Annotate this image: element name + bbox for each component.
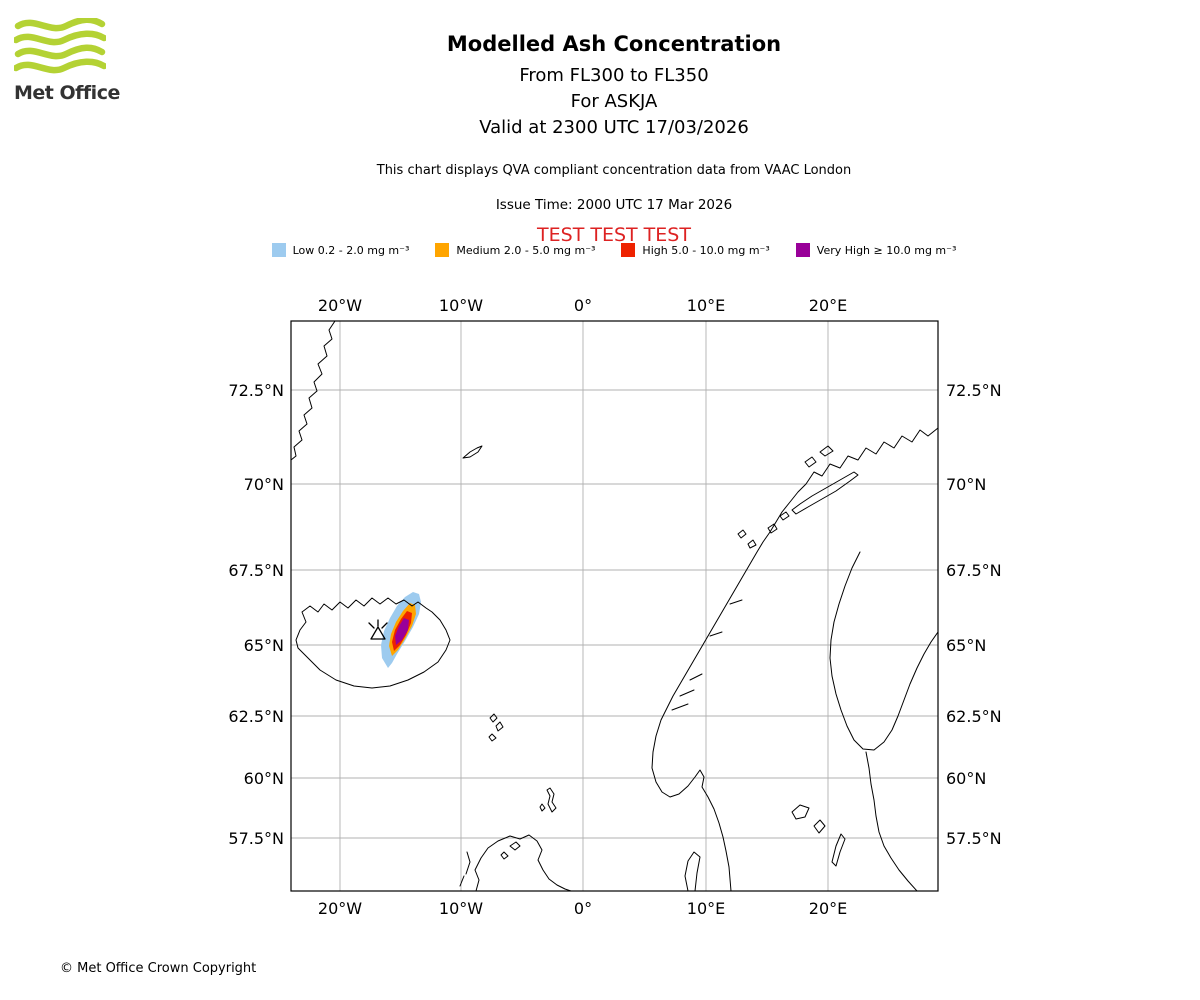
medium-label: Medium 2.0 - 5.0 mg m⁻³ (456, 243, 596, 257)
qva-description: This chart displays QVA compliant concen… (376, 163, 852, 178)
coastline-orkney (500, 841, 521, 860)
swedish-lakes (791, 804, 826, 834)
coastline-gulf-of-bothnia (829, 551, 938, 751)
met-office-logo: Met Office (12, 16, 124, 104)
lon-tick-label: 20°E (809, 296, 847, 315)
coastline-baltic-island (831, 833, 846, 867)
coastline-lofoten (767, 471, 859, 534)
volcano-subtitle: For ASKJA (570, 91, 658, 112)
lat-tick-labels-right: 72.5°N 70°N 67.5°N 65°N 62.5°N 60°N 57.5… (946, 381, 1002, 848)
lat-tick-label: 57.5°N (228, 829, 284, 848)
logo-wave (14, 16, 106, 32)
lat-tick-label: 72.5°N (228, 381, 284, 400)
lat-tick-label: 62.5°N (946, 707, 1002, 726)
lat-tick-label: 65°N (946, 636, 986, 655)
coastline-jutland (684, 851, 701, 891)
map-frame (290, 320, 939, 892)
lon-tick-label: 0° (574, 899, 592, 918)
lon-tick-label: 20°E (809, 899, 847, 918)
logo-wave (12, 30, 108, 46)
very-high-swatch (795, 243, 810, 257)
coastline-hebrides (459, 851, 471, 887)
copyright-notice: © Met Office Crown Copyright (60, 961, 257, 976)
lon-tick-labels-bottom: 20°W 10°W 0° 10°E 20°E (318, 899, 847, 918)
low-swatch (271, 243, 286, 257)
medium-swatch (435, 243, 450, 257)
map-content (291, 321, 938, 891)
lat-tick-label: 70°N (946, 475, 986, 494)
coastline-norway (651, 427, 938, 891)
lat-tick-label: 60°N (946, 769, 986, 788)
concentration-legend: Low 0.2 - 2.0 mg m⁻³ Medium 2.0 - 5.0 mg… (0, 243, 1200, 257)
logo-wave (12, 58, 108, 74)
lon-tick-label: 10°E (687, 899, 725, 918)
legend-item-very-high: Very High ≥ 10.0 mg m⁻³ (795, 243, 957, 257)
ash-region-very-high (395, 618, 409, 645)
high-swatch (621, 243, 636, 257)
lat-tick-label: 67.5°N (946, 561, 1002, 580)
ash-plume (381, 592, 421, 668)
volcano-triangle-icon (370, 626, 386, 640)
chart-header: Modelled Ash Concentration From FL300 to… (164, 32, 1064, 246)
lon-tick-label: 10°W (439, 296, 483, 315)
lat-tick-label: 72.5°N (946, 381, 1002, 400)
volcano-marker (368, 619, 388, 640)
coastline-faroe-islands (488, 713, 504, 742)
chart-title: Modelled Ash Concentration (446, 32, 782, 56)
legend-item-medium: Medium 2.0 - 5.0 mg m⁻³ (435, 243, 595, 257)
graticule (291, 321, 938, 891)
lat-tick-labels-left: 72.5°N 70°N 67.5°N 65°N 62.5°N 60°N 57.5… (228, 381, 284, 848)
coastline-norway-islands (737, 445, 834, 549)
test-banner: TEST TEST TEST (537, 224, 691, 246)
flight-level-subtitle: From FL300 to FL350 (519, 65, 709, 86)
lon-tick-label: 0° (574, 296, 592, 315)
lat-tick-label: 70°N (244, 475, 284, 494)
coastline-greenland (291, 321, 336, 461)
lat-tick-label: 57.5°N (946, 829, 1002, 848)
legend-item-low: Low 0.2 - 2.0 mg m⁻³ (271, 243, 410, 257)
very-high-label: Very High ≥ 10.0 mg m⁻³ (816, 243, 957, 257)
lat-tick-label: 62.5°N (228, 707, 284, 726)
met-office-logo-text: Met Office (14, 82, 120, 104)
met-office-logo-waves (12, 16, 108, 74)
coastline-shetland (539, 787, 557, 813)
high-label: High 5.0 - 10.0 mg m⁻³ (642, 243, 770, 257)
lat-tick-label: 67.5°N (228, 561, 284, 580)
low-label: Low 0.2 - 2.0 mg m⁻³ (292, 243, 410, 257)
lat-tick-label: 60°N (244, 769, 284, 788)
legend-item-high: High 5.0 - 10.0 mg m⁻³ (621, 243, 770, 257)
ash-map: 20°W 10°W 0° 10°E 20°E 20°W 10°W 0° 10°E… (228, 296, 1002, 918)
lon-tick-label: 10°E (687, 296, 725, 315)
lon-tick-label: 10°W (439, 899, 483, 918)
coastline-iceland (295, 597, 451, 689)
lon-tick-label: 20°W (318, 296, 362, 315)
lon-tick-labels-top: 20°W 10°W 0° 10°E 20°E (318, 296, 847, 315)
logo-wave (14, 44, 106, 60)
coastline-baltic (865, 751, 918, 891)
fjord-lines (671, 599, 743, 711)
issue-time: Issue Time: 2000 UTC 17 Mar 2026 (495, 197, 733, 213)
lat-tick-label: 65°N (244, 636, 284, 655)
lon-tick-label: 20°W (318, 899, 362, 918)
coastline-scotland (474, 834, 572, 891)
coastlines (291, 321, 938, 891)
coastline-jan-mayen (462, 445, 483, 459)
volcano-eruption-rays-icon (368, 619, 388, 629)
valid-time-subtitle: Valid at 2300 UTC 17/03/2026 (479, 117, 749, 138)
